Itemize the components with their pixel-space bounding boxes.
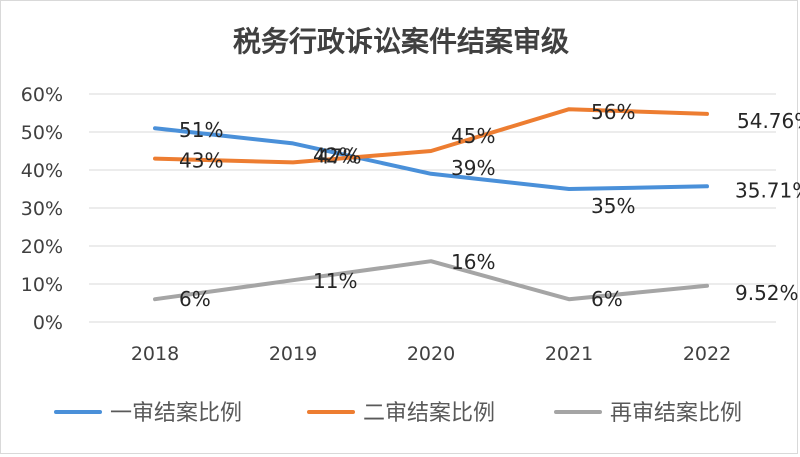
data-label: 16%: [451, 250, 495, 274]
data-label: 35%: [591, 194, 635, 218]
series-line-3: [153, 259, 709, 302]
data-label: 35.71%: [735, 178, 800, 202]
series-line-2: [153, 107, 709, 165]
data-label: 45%: [451, 124, 495, 148]
x-tick-label: 2022: [683, 343, 731, 365]
data-labels: 51% 47% 39% 35% 35.71% 43% 42% 45% 56% 54.76% 6% 11…: [179, 100, 800, 311]
y-tick-label: 30%: [21, 198, 63, 220]
legend: 一审结案比例 二审结案比例 再审结案比例: [54, 401, 742, 426]
legend-label: 二审结案比例: [363, 401, 495, 426]
data-label: 54.76%: [737, 109, 800, 133]
chart-title: 税务行政诉讼案件结案审级: [233, 25, 569, 58]
y-tick-label: 0%: [33, 312, 63, 334]
legend-label: 一审结案比例: [110, 401, 242, 426]
data-label: 56%: [591, 100, 635, 124]
y-tick-label: 50%: [21, 122, 63, 144]
y-tick-label: 60%: [21, 84, 63, 106]
series-line-1: [153, 126, 709, 191]
y-tick-label: 40%: [21, 160, 63, 182]
y-axis-ticks: 0% 10% 20% 30% 40% 50% 60%: [21, 84, 63, 334]
legend-item-1: 一审结案比例: [54, 401, 242, 426]
x-axis-ticks: 2018 2019 2020 2021 2022: [131, 343, 731, 365]
y-tick-label: 10%: [21, 274, 63, 296]
x-tick-label: 2021: [545, 343, 593, 365]
data-label: 9.52%: [735, 281, 799, 305]
data-label: 43%: [179, 149, 223, 173]
data-label: 6%: [591, 287, 623, 311]
data-label: 11%: [313, 269, 357, 293]
data-label: 39%: [451, 156, 495, 180]
data-label: 51%: [179, 118, 223, 142]
legend-item-2: 二审结案比例: [307, 401, 495, 426]
series-lines: [153, 107, 709, 302]
y-tick-label: 20%: [21, 236, 63, 258]
data-label: 42%: [313, 143, 357, 167]
x-tick-label: 2019: [269, 343, 317, 365]
legend-item-3: 再审结案比例: [554, 401, 742, 426]
legend-label: 再审结案比例: [610, 401, 742, 426]
data-label: 47%: [317, 144, 361, 168]
x-tick-label: 2018: [131, 343, 179, 365]
data-label: 6%: [179, 287, 211, 311]
x-tick-label: 2020: [407, 343, 455, 365]
